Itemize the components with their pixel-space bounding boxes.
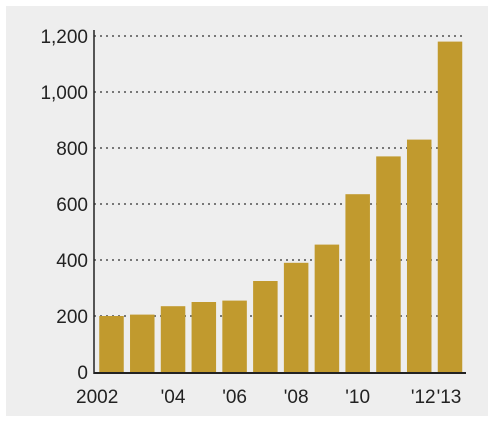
y-tick-label: 1,200 (40, 27, 88, 48)
x-tick-label: 2002 (76, 387, 118, 408)
bar-2003 (130, 314, 155, 372)
grid-lines (94, 35, 466, 317)
bar-2012 (406, 139, 432, 372)
x-tick-label: '08 (284, 387, 309, 408)
y-tick-label: 200 (56, 307, 88, 328)
x-tick-label: '10 (345, 387, 370, 408)
bar-2008 (283, 262, 309, 372)
bar-2005 (191, 302, 217, 372)
bars (99, 41, 463, 372)
bar-2006 (222, 300, 247, 372)
bar-2007 (253, 281, 278, 372)
bar-2011 (376, 156, 401, 372)
x-tick-labels: 2002 '04 '06 '08 '10 '12'13 (76, 387, 461, 408)
y-tick-label: 800 (56, 139, 88, 160)
x-tick-label: '12 (411, 387, 436, 408)
bar-2004 (160, 306, 186, 372)
y-tick-label: 0 (77, 363, 88, 384)
bar-2013 (437, 41, 463, 372)
x-tick-label: '06 (222, 387, 247, 408)
y-tick-label: 600 (56, 195, 88, 216)
x-tick-label: '13 (437, 387, 462, 408)
x-tick-label: '04 (161, 387, 186, 408)
axes (93, 30, 466, 374)
bar-2010 (345, 194, 370, 372)
y-tick-label: 400 (56, 251, 88, 272)
y-tick-label: 1,000 (40, 83, 88, 104)
bar-2002 (99, 316, 124, 372)
bar-2009 (314, 244, 340, 372)
y-tick-labels: 0 200 400 600 800 1,000 1,200 (40, 27, 88, 384)
